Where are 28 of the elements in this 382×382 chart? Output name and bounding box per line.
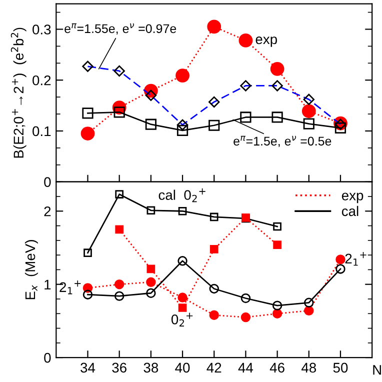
annotation: e$^{π}$=1.5e, e$^{ν}$ =0.5e bbox=[234, 136, 332, 148]
y-tick-label: 0.3 bbox=[32, 24, 51, 34]
x-tick-label: 40 bbox=[175, 362, 190, 373]
x-tick-label: 42 bbox=[206, 362, 222, 372]
y-axis-title: E$_{x}$ (MeV) bbox=[24, 240, 38, 300]
x-tick-label: 34 bbox=[80, 362, 96, 373]
annotation: e$^{π}$=1.55e, e$^{ν}$ =0.97e bbox=[64, 23, 176, 35]
y-tick-label: 2 bbox=[44, 206, 51, 216]
x-axis-title: N bbox=[373, 365, 381, 375]
x-tick-label: 46 bbox=[270, 362, 284, 373]
legend-label: cal bbox=[342, 206, 358, 216]
legend-label: exp bbox=[342, 192, 364, 204]
annotation: 2$_{1}$$^{+}$ bbox=[60, 280, 81, 294]
x-tick-label: 48 bbox=[301, 362, 316, 373]
x-tick-label: 44 bbox=[238, 362, 254, 372]
annotation: cal 0$_{2}$$^{+}$ bbox=[158, 188, 206, 202]
y-tick-label: 1 bbox=[44, 280, 51, 290]
annotation: 2$_{1}$$^{+}$ bbox=[345, 252, 366, 266]
y-tick-label: 0 bbox=[44, 352, 51, 363]
y-tick-label: 0.1 bbox=[32, 126, 51, 136]
annotation: 0$_{2}$$^{+}$ bbox=[171, 312, 193, 326]
series-label: exp bbox=[256, 36, 277, 47]
x-tick-label: 36 bbox=[112, 362, 126, 373]
y-tick-label: 0.2 bbox=[32, 75, 51, 86]
x-tick-label: 38 bbox=[144, 362, 158, 373]
text: B(E2;0$^{+}$→2$^{+}$) (e$^{2}$b$^{2}$) bbox=[10, 28, 26, 158]
x-tick-label: 50 bbox=[333, 362, 348, 373]
y-tick-label: 0 bbox=[44, 177, 51, 187]
